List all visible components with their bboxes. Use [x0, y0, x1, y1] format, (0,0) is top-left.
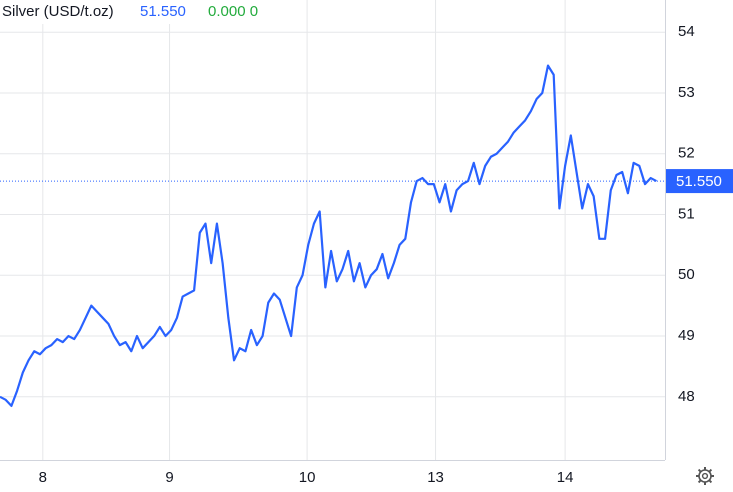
price-line	[0, 64, 657, 408]
header-price: 51.550	[140, 3, 186, 20]
x-tick-label: 8	[39, 469, 47, 486]
last-price-label: 51.550	[676, 173, 722, 190]
last-price-box	[666, 169, 733, 194]
x-tick-label: 10	[299, 469, 316, 486]
gear-teeth	[696, 467, 714, 485]
y-tick-label: 50	[678, 266, 695, 283]
y-tick-label: 53	[678, 84, 695, 101]
y-tick-label: 51	[678, 205, 695, 222]
y-tick-label: 49	[678, 327, 695, 344]
gear-hub	[701, 472, 709, 480]
header-bg	[0, 0, 300, 24]
header-change: 0.000 0	[208, 3, 258, 20]
y-tick-label: 52	[678, 145, 695, 162]
header-title: Silver (USD/t.oz)	[2, 3, 114, 20]
x-tick-label: 14	[557, 469, 574, 486]
y-tick-label: 48	[678, 388, 695, 405]
x-tick-label: 13	[427, 469, 444, 486]
x-tick-label: 9	[165, 469, 173, 486]
settings-icon[interactable]	[696, 467, 714, 485]
y-tick-label: 54	[678, 23, 695, 40]
